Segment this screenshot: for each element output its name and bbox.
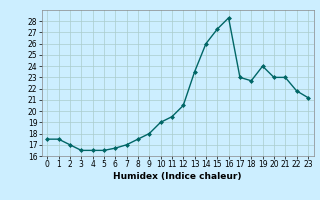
X-axis label: Humidex (Indice chaleur): Humidex (Indice chaleur) [113, 172, 242, 181]
